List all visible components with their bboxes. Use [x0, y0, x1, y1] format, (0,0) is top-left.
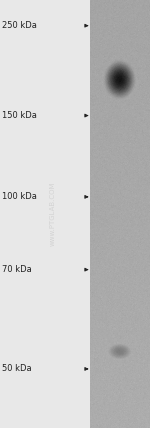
Text: 250 kDa: 250 kDa: [2, 21, 36, 30]
Text: 50 kDa: 50 kDa: [2, 364, 31, 374]
Text: 70 kDa: 70 kDa: [2, 265, 31, 274]
Text: 150 kDa: 150 kDa: [2, 111, 36, 120]
Text: 100 kDa: 100 kDa: [2, 192, 36, 202]
Text: www.PTGLAB.COM: www.PTGLAB.COM: [50, 182, 56, 246]
Bar: [0, 0, 90, 428]
